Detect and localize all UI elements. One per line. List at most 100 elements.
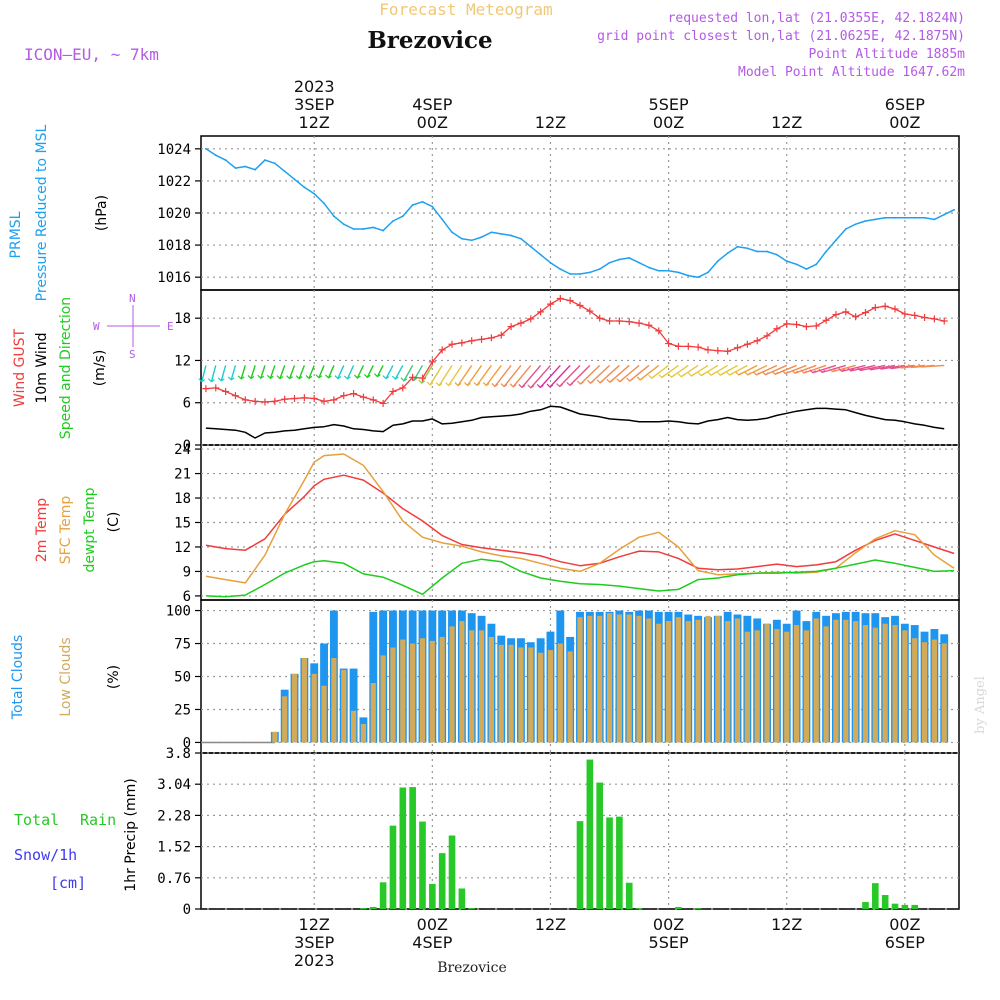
gust-marker [704, 346, 712, 354]
wind-arrow-head [658, 374, 666, 379]
prmsl-point [795, 263, 798, 266]
wind-arrow-head [400, 377, 408, 382]
precip-series [201, 759, 959, 910]
wind-direction-arrow [250, 365, 256, 379]
wind-arrow-head [343, 375, 351, 380]
prmsl-point [913, 216, 916, 219]
prmsl-point [835, 239, 837, 242]
precip-tick-label: 0 [183, 902, 191, 918]
low-clouds-bar [528, 647, 534, 743]
rain-bar [675, 906, 682, 909]
gust-marker [261, 398, 269, 406]
gust-marker [684, 342, 692, 350]
prmsl-point [579, 273, 581, 275]
temp-label-sfc: SFC Temp [58, 496, 74, 565]
gust-marker [448, 340, 456, 348]
gust-marker [350, 390, 358, 398]
prmsl-point [352, 228, 355, 230]
low-clouds-bar [360, 723, 367, 743]
wind-direction-arrow [521, 365, 542, 388]
wind-direction-arrow [530, 364, 551, 389]
prmsl-point [677, 271, 680, 274]
low-clouds-bar [478, 630, 485, 743]
gust-marker [202, 385, 210, 393]
wind-arrow-head [363, 373, 371, 379]
pressure-tick-label: 1018 [157, 238, 191, 254]
wind-arrow-head [435, 382, 443, 387]
wind-arrow-head [771, 370, 779, 375]
rain-bar [389, 825, 397, 909]
gust-marker [822, 316, 830, 324]
wind-arrow-head [217, 377, 225, 382]
prmsl-point [529, 245, 532, 248]
wind-arrow-head [838, 367, 846, 373]
wind-arrow-head [473, 381, 481, 387]
wind-arrow-head [918, 363, 925, 368]
low-clouds-bar [715, 615, 721, 743]
wind-direction-arrow [765, 364, 788, 376]
wind-direction-arrow [629, 364, 650, 382]
wind-direction-arrow [785, 364, 807, 375]
wind-arrow-head [856, 366, 864, 372]
precip-panel: Total Rain Snow/1h [cm] 1hr Precip (mm) … [14, 746, 959, 918]
low-clouds-bar [902, 630, 908, 743]
wind-direction-arrow [421, 365, 433, 384]
prmsl-point [559, 268, 562, 271]
prmsl-point [766, 250, 768, 253]
gust-marker [566, 297, 574, 305]
prmsl-point [844, 228, 847, 230]
wind-tick-label: 12 [174, 353, 191, 369]
wind-arrow-head [500, 383, 508, 388]
wind-arrow-head [716, 371, 724, 376]
wind-direction-arrow [210, 365, 217, 382]
prmsl-point [254, 168, 257, 171]
wind-label-gust: Wind GUST [12, 328, 28, 407]
rain-bar [458, 888, 466, 909]
gust-marker [537, 308, 545, 316]
gust-marker [517, 319, 525, 327]
wind-direction-arrow [327, 365, 335, 379]
wind-arrow-head [626, 377, 633, 382]
low-clouds-bar [419, 638, 426, 743]
wind-direction-arrow [921, 364, 945, 368]
wind-arrow-head [648, 374, 655, 379]
low-clouds-bar [410, 643, 416, 743]
prmsl-point [726, 252, 729, 255]
low-clouds-bar [665, 621, 672, 743]
wind-arrow-head [237, 375, 245, 380]
bottom-time-label: 00Z [653, 915, 684, 934]
wind-arrow-head [877, 365, 885, 370]
gust-marker [468, 337, 476, 345]
wind-arrow-head [418, 379, 426, 384]
bottom-time-label: 12Z [771, 915, 802, 934]
wind-direction-arrow [821, 364, 846, 374]
low-clouds-bar [774, 629, 780, 743]
prmsl-point [520, 237, 522, 240]
wind-direction-arrow [503, 365, 522, 388]
bottom-time-label: 6SEP [885, 933, 925, 952]
gust-marker [556, 294, 564, 302]
gust-marker [300, 394, 308, 402]
precip-label-rain: Rain [80, 811, 116, 829]
top-time-label: 4SEP [412, 95, 452, 114]
requested-coords: requested lon,lat (21.0355E, 42.1824N) [668, 11, 965, 26]
gust-marker [901, 310, 909, 318]
low-clouds-bar [941, 643, 947, 743]
wind-arrow-head [454, 382, 462, 387]
prmsl-point [323, 202, 325, 205]
prmsl-point [205, 147, 207, 150]
prmsl-point [716, 260, 719, 263]
pressure-tick-label: 1022 [157, 174, 191, 190]
pressure-tick-labels: 1016 1018 1020 1022 1024 [157, 142, 201, 286]
prmsl-point [441, 218, 444, 221]
prmsl-point [657, 269, 660, 272]
product-title: Forecast Meteogram [379, 0, 552, 19]
prmsl-point [638, 261, 640, 264]
wind-direction-arrow [356, 365, 365, 379]
precip-tick-label: 1.52 [157, 840, 191, 856]
wind-arrow-head [847, 367, 855, 372]
low-clouds-bar [272, 731, 278, 743]
rain-bar [360, 908, 367, 910]
clouds-label-total: Total Clouds [10, 635, 26, 720]
wind-direction-arrow [385, 365, 394, 379]
